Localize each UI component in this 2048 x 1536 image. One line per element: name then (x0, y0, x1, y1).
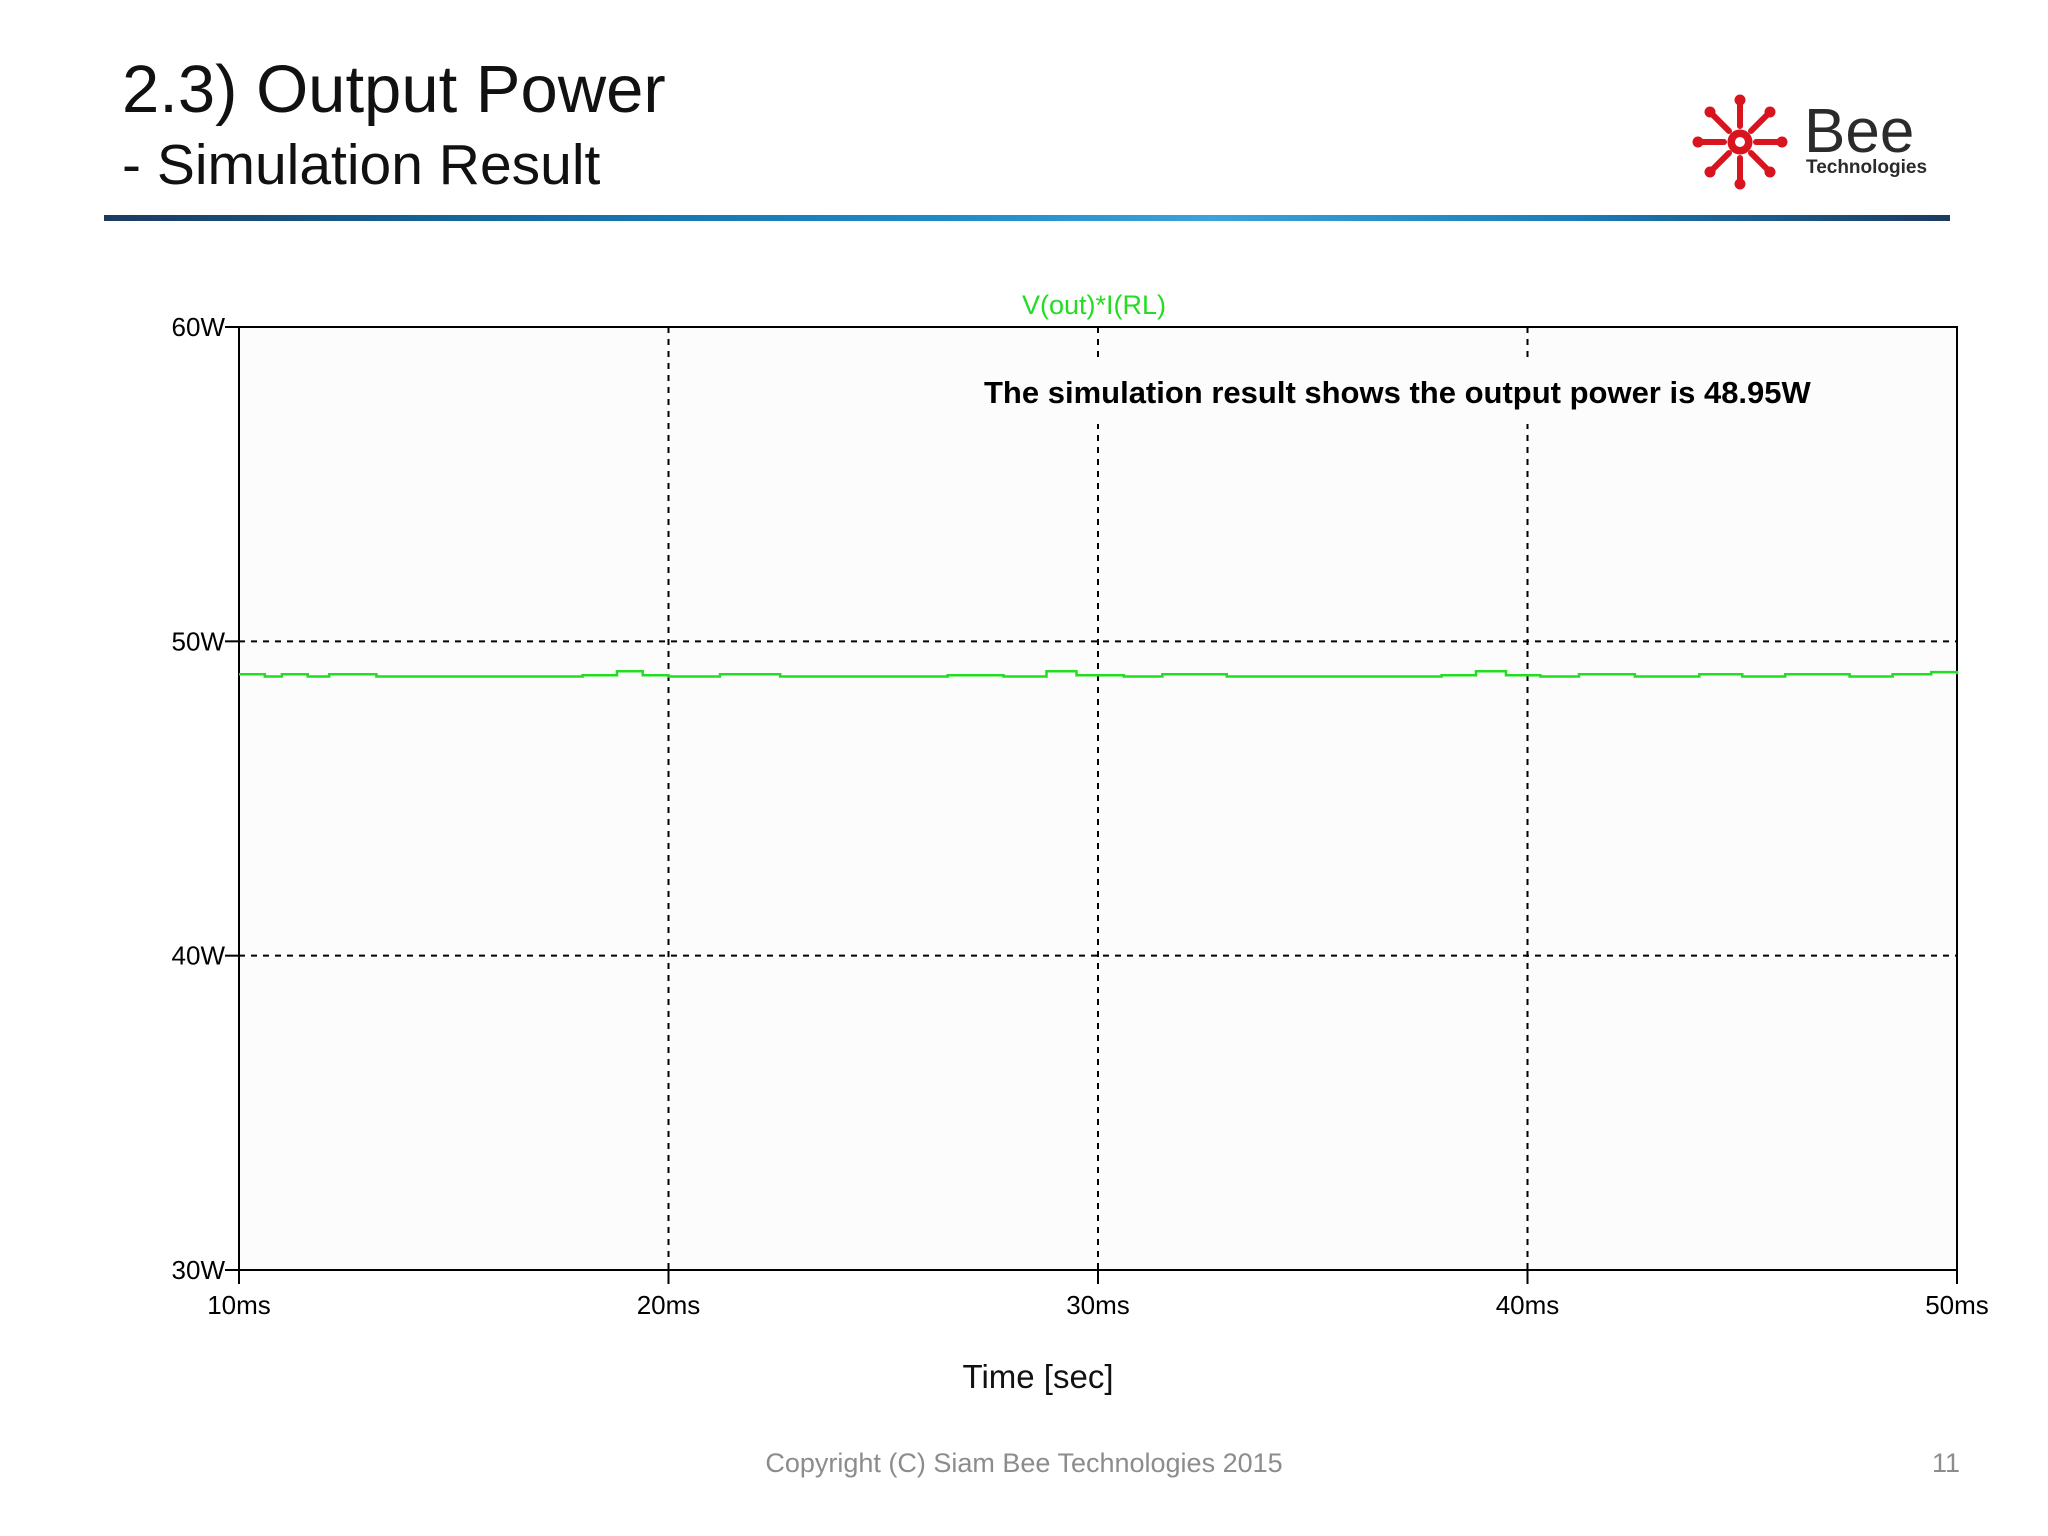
annotation-background (970, 358, 1910, 424)
copyright-footer: Copyright (C) Siam Bee Technologies 2015 (765, 1448, 1283, 1478)
y-tick-label: 40W (172, 941, 226, 971)
y-tick-label: 30W (172, 1255, 226, 1285)
x-tick-label: 40ms (1496, 1290, 1560, 1320)
x-tick-label: 50ms (1925, 1290, 1989, 1320)
bee-technologies-logo: Bee Technologies (1690, 90, 1950, 200)
header-rule (104, 215, 1950, 221)
logo-tagline: Technologies (1806, 157, 1927, 178)
x-axis-title: Time [sec] (962, 1358, 1114, 1395)
x-tick-label: 10ms (207, 1290, 271, 1320)
page-number: 11 (1931, 1448, 1960, 1478)
chart-title: V(out)*I(RL) (1022, 290, 1166, 320)
y-tick-label: 60W (172, 312, 226, 342)
x-tick-label: 30ms (1066, 1290, 1130, 1320)
slide-subtitle: - Simulation Result (122, 133, 601, 197)
x-tick-label: 20ms (637, 1290, 701, 1320)
output-power-chart: 10ms 20ms 30ms 40ms 50ms 30W 40W 50W 60W V(out)*I… (172, 290, 1989, 1320)
result-annotation: The simulation result shows the output p… (984, 375, 1812, 410)
slide-title: 2.3) Output Power (122, 52, 666, 127)
chart-area: 10ms 20ms 30ms 40ms 50ms 30W 40W 50W 60W V(out)*I… (0, 270, 2048, 1390)
y-tick-label: 50W (172, 626, 226, 656)
logo-word: Bee (1804, 97, 1914, 166)
series-line (239, 669, 1959, 678)
starburst-icon: Bee Technologies (1692, 94, 1927, 190)
